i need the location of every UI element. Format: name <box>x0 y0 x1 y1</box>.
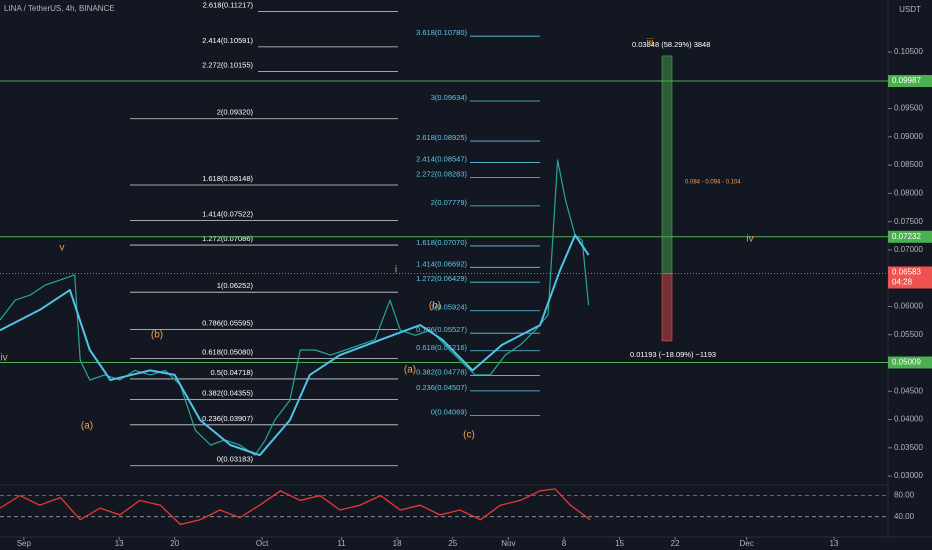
wave-label: (a) <box>404 365 416 376</box>
fib-label: 1.272(0.07086) <box>202 234 253 243</box>
fib-label: 0.382(0.04355) <box>202 388 253 397</box>
x-tick-label: 25 <box>448 539 457 548</box>
fib-label: 2.414(0.10591) <box>202 36 253 45</box>
level-badge <box>888 356 932 369</box>
rsi-tick-label: 40.00 <box>894 512 915 521</box>
y-tick-label: 0.03000 <box>894 471 923 480</box>
price-line <box>0 159 590 456</box>
level-label: 0.09987 <box>892 76 921 85</box>
wave-label: (c) <box>463 430 475 441</box>
wave-label: (b) <box>151 330 163 341</box>
x-tick-label: 20 <box>170 539 179 548</box>
fib-label: 1.414(0.07522) <box>202 209 253 218</box>
level-label: 0.07232 <box>892 232 921 241</box>
x-tick-label: Oct <box>256 539 269 548</box>
wave-label: iv <box>746 234 753 245</box>
y-tick-label: 0.04500 <box>894 386 923 395</box>
y-tick-label: 0.09000 <box>894 132 923 141</box>
x-tick-label: Dec <box>740 539 754 548</box>
fib-label: 0.5(0.04718) <box>210 368 253 377</box>
targets-note: 0.084 - 0.094 - 0.104 <box>685 180 741 186</box>
wave-label: v <box>60 243 65 254</box>
fib-label: 0.786(0.05527) <box>416 325 467 334</box>
rsi-line <box>0 488 591 526</box>
x-tick-label: 13 <box>830 539 839 548</box>
fib-label: 0.786(0.05595) <box>202 318 253 327</box>
y-tick-label: 0.08500 <box>894 160 923 169</box>
fib-label: 3.618(0.10780) <box>416 28 467 37</box>
wave-label: (a) <box>81 421 93 432</box>
fib-label: 0(0.04069) <box>431 408 468 417</box>
fib-label: 2.618(0.11217) <box>203 0 254 9</box>
x-tick-label: 22 <box>671 539 680 548</box>
y-tick-label: 0.04000 <box>894 415 923 424</box>
level-badge <box>888 75 932 88</box>
last-price-badge <box>888 266 932 289</box>
x-tick-label: 15 <box>615 539 624 548</box>
stop-label: 0.01193 (−18.09%) −1193 <box>630 350 716 359</box>
fib-label: 2.272(0.10155) <box>202 61 253 70</box>
fib-label: 0.236(0.03907) <box>202 414 253 423</box>
target-label: 0.03848 (58.29%) 3848 <box>632 40 710 49</box>
fib-label: 1(0.05924) <box>431 303 468 312</box>
stop-zone <box>661 273 673 342</box>
rsi-tick-label: 80.00 <box>894 491 915 500</box>
fib-label: 0.236(0.04507) <box>416 383 467 392</box>
x-tick-label: 8 <box>562 539 567 548</box>
y-tick-label: 0.03500 <box>894 443 923 452</box>
moving-average <box>0 234 590 457</box>
fib-label: 1(0.06252) <box>217 281 254 290</box>
fib-label: 1.618(0.08148) <box>202 174 253 183</box>
fib-label: 0.618(0.05080) <box>202 347 253 356</box>
x-tick-label: 11 <box>337 539 346 548</box>
fib-label: 2.414(0.08547) <box>416 154 467 163</box>
x-tick-label: 13 <box>115 539 124 548</box>
wave-label: iv <box>0 353 7 364</box>
wave-label: iii <box>647 38 654 49</box>
target-zone <box>661 55 673 274</box>
fib-label: 1.272(0.06429) <box>416 274 467 283</box>
fib-label: 3(0.09634) <box>431 93 468 102</box>
currency-label: USDT <box>899 5 921 14</box>
fib-label: 0.382(0.04778) <box>416 368 467 377</box>
y-tick-label: 0.07000 <box>894 245 923 254</box>
x-tick-label: 18 <box>393 539 402 548</box>
fib-label: 2(0.09320) <box>217 108 254 117</box>
fib-label: 0(0.03183) <box>217 455 254 464</box>
fib-label: 2.618(0.08925) <box>416 133 467 142</box>
y-tick-label: 0.05500 <box>894 330 923 339</box>
x-tick-label: Nov <box>501 539 515 548</box>
symbol-header: LINA / TetherUS, 4h, BINANCE <box>4 4 115 13</box>
y-tick-label: 0.08000 <box>894 188 923 197</box>
level-label: 0.05009 <box>892 358 921 367</box>
countdown-label: 04:28 <box>892 278 913 287</box>
fib-label: 2(0.07779) <box>431 198 468 207</box>
y-tick-label: 0.10500 <box>894 47 923 56</box>
y-tick-label: 0.09500 <box>894 104 923 113</box>
fib-label: 0.618(0.05216) <box>416 343 467 352</box>
y-tick-label: 0.06000 <box>894 302 923 311</box>
wave-label: i <box>395 265 397 276</box>
fib-label: 1.414(0.06692) <box>416 259 467 268</box>
fib-label: 1.618(0.07070) <box>416 238 467 247</box>
y-tick-label: 0.07500 <box>894 217 923 226</box>
level-badge <box>888 230 932 243</box>
fib-label: 2.272(0.08283) <box>416 169 467 178</box>
wave-label: (b) <box>429 301 441 312</box>
last-price-label: 0.06583 <box>892 268 921 277</box>
x-tick-label: Sep <box>17 539 32 548</box>
